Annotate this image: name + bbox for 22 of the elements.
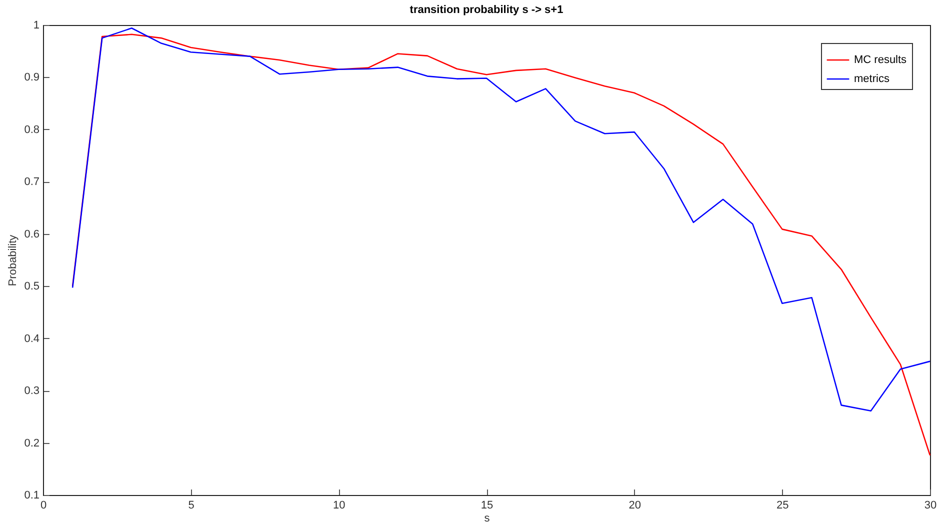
y-tick-label: 0.7 <box>24 176 40 188</box>
x-tick-label: 25 <box>776 500 789 512</box>
chart-title: transition probability s -> s+1 <box>410 4 564 16</box>
x-tick-label: 10 <box>333 500 346 512</box>
legend-label: MC results <box>854 54 908 66</box>
x-tick-label: 20 <box>628 500 641 512</box>
y-tick-label: 0.2 <box>24 437 40 450</box>
legend-label: metrics <box>854 73 890 85</box>
x-tick-label: 15 <box>480 500 494 512</box>
y-tick-label: 0.6 <box>24 228 40 240</box>
x-tick-label: 30 <box>924 500 937 512</box>
y-tick-label: 1 <box>33 20 40 32</box>
y-axis-title: Probability <box>7 234 20 286</box>
y-tick-label: 0.1 <box>24 490 40 502</box>
x-tick-label: 5 <box>188 500 194 512</box>
y-tick-label: 0.9 <box>24 72 40 84</box>
y-tick-label: 0.4 <box>24 332 40 345</box>
x-axis-title: s <box>484 512 490 524</box>
y-tick-label: 0.5 <box>24 280 40 293</box>
y-tick-label: 0.8 <box>24 124 40 136</box>
x-tick-label: 0 <box>40 500 47 512</box>
y-tick-label: 0.3 <box>24 385 40 398</box>
